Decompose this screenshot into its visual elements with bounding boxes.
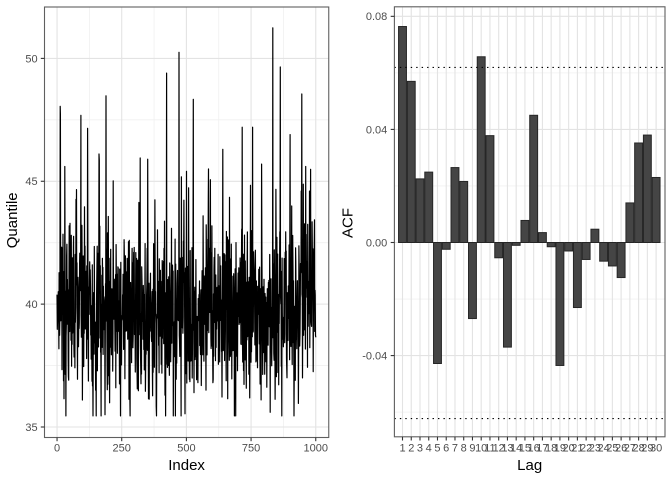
svg-text:25: 25 [606, 443, 618, 455]
svg-text:250: 250 [113, 443, 131, 455]
svg-text:14: 14 [510, 443, 522, 455]
svg-text:29: 29 [641, 443, 653, 455]
svg-text:10: 10 [475, 443, 487, 455]
svg-text:4: 4 [426, 443, 432, 455]
svg-text:0: 0 [54, 443, 60, 455]
svg-text:7: 7 [452, 443, 458, 455]
svg-text:16: 16 [528, 443, 540, 455]
svg-text:0.00: 0.00 [366, 237, 387, 249]
svg-text:12: 12 [493, 443, 505, 455]
svg-text:1: 1 [399, 443, 405, 455]
svg-text:18: 18 [545, 443, 557, 455]
svg-text:8: 8 [461, 443, 467, 455]
svg-text:5: 5 [434, 443, 440, 455]
svg-text:-0.04: -0.04 [362, 350, 387, 362]
svg-text:40: 40 [25, 299, 37, 311]
svg-text:6: 6 [443, 443, 449, 455]
svg-text:45: 45 [25, 176, 37, 188]
svg-text:19: 19 [554, 443, 566, 455]
svg-text:26: 26 [615, 443, 627, 455]
svg-text:17: 17 [536, 443, 548, 455]
svg-text:0.08: 0.08 [366, 11, 387, 23]
svg-text:1000: 1000 [304, 443, 328, 455]
svg-text:ACF: ACF [340, 208, 357, 238]
svg-text:30: 30 [650, 443, 662, 455]
svg-text:2: 2 [408, 443, 414, 455]
svg-text:13: 13 [501, 443, 513, 455]
svg-text:Index: Index [168, 457, 205, 474]
svg-text:750: 750 [242, 443, 260, 455]
svg-text:23: 23 [589, 443, 601, 455]
svg-text:50: 50 [25, 53, 37, 65]
svg-text:9: 9 [469, 443, 475, 455]
svg-text:15: 15 [519, 443, 531, 455]
svg-text:0.04: 0.04 [366, 124, 387, 136]
svg-text:22: 22 [580, 443, 592, 455]
svg-text:35: 35 [25, 422, 37, 434]
svg-text:Lag: Lag [517, 457, 542, 474]
svg-text:28: 28 [632, 443, 644, 455]
svg-text:11: 11 [484, 443, 495, 455]
svg-text:Quantile: Quantile [4, 192, 21, 248]
svg-text:27: 27 [624, 443, 636, 455]
svg-text:3: 3 [417, 443, 423, 455]
svg-text:20: 20 [563, 443, 575, 455]
svg-text:500: 500 [177, 443, 195, 455]
svg-text:21: 21 [571, 443, 583, 455]
svg-text:24: 24 [598, 443, 610, 455]
